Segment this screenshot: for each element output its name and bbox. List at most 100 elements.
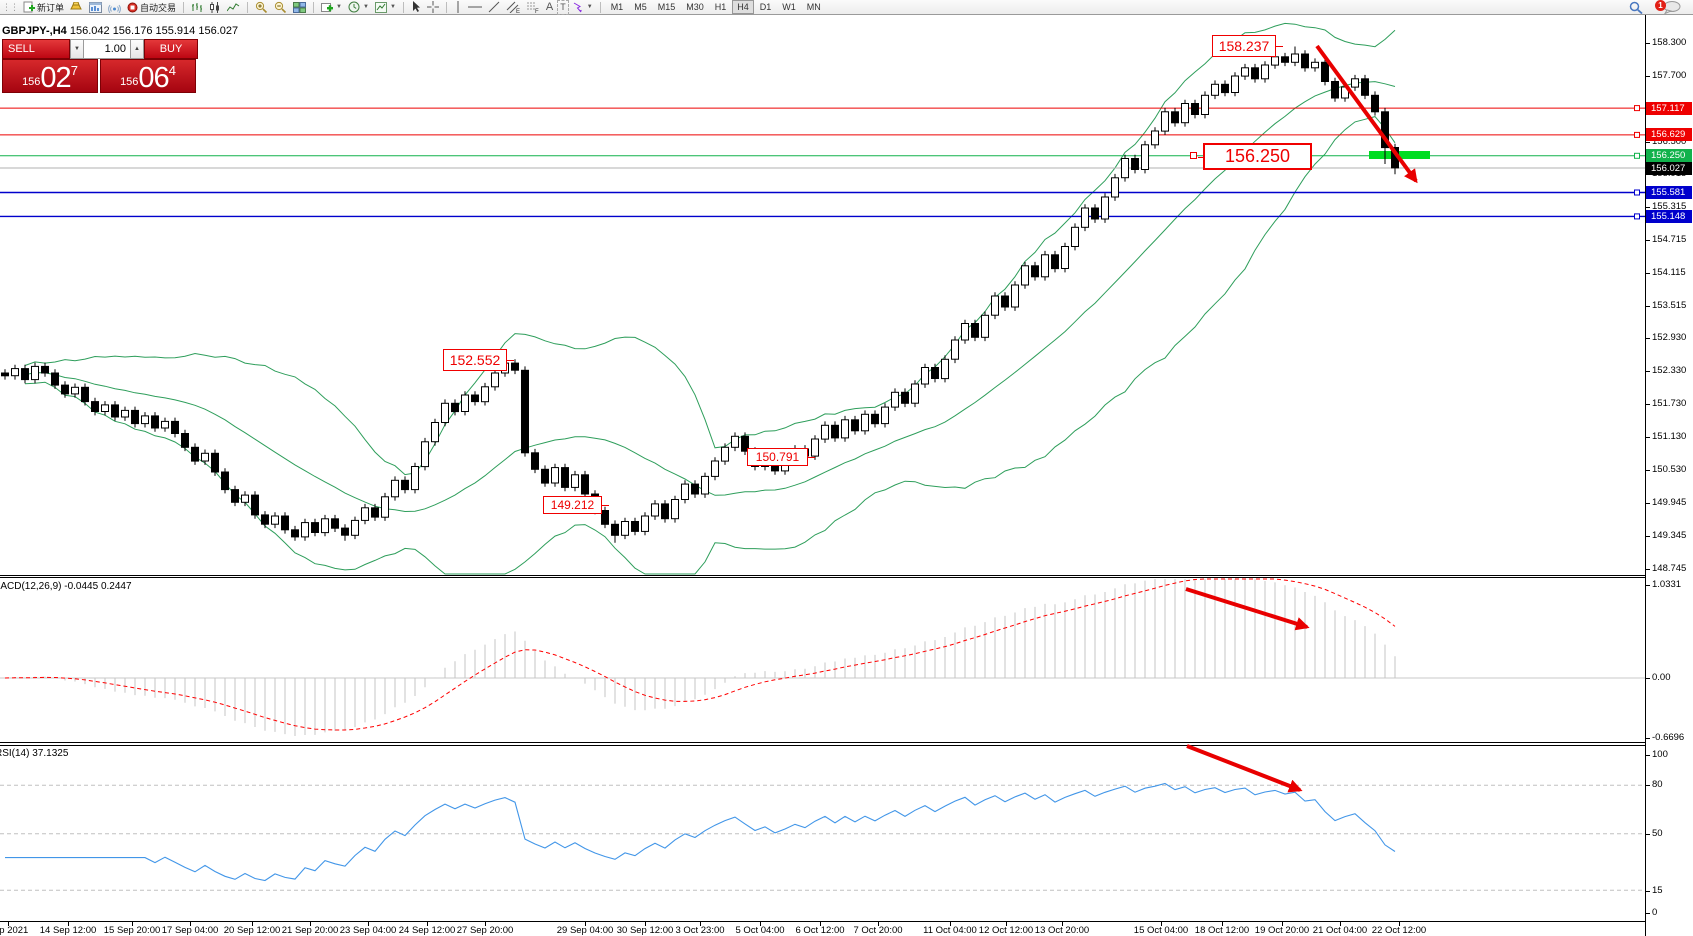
price-chip-156.027[interactable]: 156.027 — [1646, 161, 1692, 175]
line-handle[interactable] — [1634, 131, 1640, 138]
price-chip-155.581[interactable]: 155.581 — [1646, 186, 1692, 200]
toolbar-grip[interactable]: ⋮⋮ — [2, 1, 19, 12]
tile-windows-icon — [293, 1, 307, 13]
macd-tick-1.0331: 1.0331 — [1646, 579, 1692, 591]
timeframe-mn[interactable]: MN — [806, 2, 821, 12]
date-tick — [485, 922, 486, 926]
price-chip-155.148[interactable]: 155.148 — [1646, 209, 1692, 223]
macd-trend-arrow[interactable] — [1185, 587, 1310, 631]
date-label: 3 Oct 23:00 — [675, 925, 725, 936]
volume-increase-button[interactable]: ▲ — [130, 39, 144, 59]
price-annotation-149.212[interactable]: 149.212 — [543, 496, 609, 514]
date-label: 12 Oct 12:00 — [978, 925, 1034, 936]
timeframe-m1[interactable]: M1 — [610, 2, 624, 12]
price-axis[interactable]: 158.300157.700156.500155.915155.315154.7… — [1645, 15, 1693, 936]
timeframe-h4[interactable]: H4 — [732, 0, 754, 14]
date-tick — [368, 922, 369, 926]
equidistant-channel-button[interactable]: E — [504, 1, 522, 14]
volume-input[interactable] — [84, 39, 130, 59]
chevron-down-icon: ▼ — [362, 4, 369, 10]
timeframe-m30[interactable]: M30 — [686, 2, 704, 12]
date-label: 18 Oct 12:00 — [1194, 925, 1250, 936]
line-handle[interactable] — [1634, 152, 1640, 159]
macd-pane[interactable] — [0, 577, 1645, 743]
date-label: 24 Sep 12:00 — [398, 925, 456, 936]
templates-button[interactable]: ▼ — [373, 1, 398, 14]
timeframe-w1[interactable]: W1 — [782, 2, 796, 12]
line-chart-icon — [227, 2, 240, 11]
fibonacci-button[interactable]: F — [524, 1, 542, 14]
price-chip-156.629[interactable]: 156.629 — [1646, 128, 1692, 142]
green-highlight-bar[interactable] — [1369, 151, 1430, 159]
zoom-out-button[interactable] — [272, 1, 289, 14]
price-annotation-156.250[interactable]: 156.250 — [1198, 143, 1312, 170]
chat-button[interactable]: 1 — [1655, 0, 1683, 14]
timeframe-d1[interactable]: D1 — [759, 2, 772, 12]
zoom-out-icon — [274, 1, 287, 13]
main-trend-arrow[interactable] — [1315, 44, 1418, 184]
candlestick-chart-button[interactable] — [207, 1, 223, 14]
timeframe-h1[interactable]: H1 — [714, 2, 727, 12]
search-icon — [1629, 1, 1643, 14]
rsi-trend-arrow[interactable] — [1186, 744, 1303, 793]
date-tick — [252, 922, 253, 926]
indicators-button[interactable]: ▼ — [319, 1, 344, 14]
main-chart[interactable] — [0, 15, 1645, 577]
timeframe-m15[interactable]: M15 — [657, 2, 676, 12]
new-order-label: 新订单 — [37, 2, 65, 13]
tile-windows-button[interactable] — [291, 1, 308, 14]
shapes-button[interactable]: ▼ — [571, 1, 595, 14]
date-label: 27 Sep 20:00 — [456, 925, 514, 936]
line-handle[interactable] — [1634, 189, 1640, 196]
gold-button[interactable] — [68, 1, 85, 14]
toolbar-separator — [402, 1, 404, 13]
bid-price[interactable]: 156 02 7 — [2, 59, 98, 93]
sell-button[interactable]: SELL — [2, 39, 70, 59]
line-chart-button[interactable] — [225, 1, 242, 14]
search-button[interactable] — [1627, 1, 1645, 14]
autotrade-button[interactable]: 自动交易 — [125, 1, 178, 14]
new-order-button[interactable]: 新订单 — [21, 1, 66, 14]
charts-button[interactable] — [87, 1, 104, 14]
timeframe-m5[interactable]: M5 — [634, 2, 647, 12]
ask-price[interactable]: 156 06 4 — [100, 59, 196, 93]
vertical-line-button[interactable] — [452, 1, 464, 14]
toolbar-separator — [599, 1, 601, 13]
date-tick — [1006, 922, 1007, 926]
zoom-in-button[interactable] — [253, 1, 270, 14]
signal-button[interactable] — [106, 1, 123, 14]
indicators-icon — [321, 2, 334, 12]
trendline-button[interactable] — [486, 1, 502, 14]
date-tick — [645, 922, 646, 926]
line-handle[interactable] — [1634, 105, 1640, 112]
text-label-button[interactable]: T — [557, 0, 569, 15]
volume-decrease-button[interactable]: ▼ — [70, 39, 84, 59]
trendline-icon — [488, 1, 500, 13]
cursor-button[interactable] — [409, 1, 423, 14]
buy-button[interactable]: BUY — [144, 39, 198, 59]
macd-histogram — [14, 579, 1396, 736]
horizontal-line-button[interactable] — [466, 1, 484, 14]
date-label: 11 Oct 04:00 — [923, 925, 977, 936]
price-chip-156.250[interactable]: 156.250 — [1646, 149, 1692, 163]
periods-button[interactable]: ▼ — [346, 1, 371, 14]
date-tick — [1062, 922, 1063, 926]
bar-chart-button[interactable] — [189, 1, 205, 14]
shapes-icon — [573, 2, 582, 12]
price-tick-152.930: 152.930 — [1646, 332, 1692, 344]
date-label: Sep 2021 — [0, 925, 29, 936]
rsi-pane[interactable] — [0, 743, 1645, 922]
rsi-current-value: 37.1325 — [32, 748, 69, 759]
price-chip-157.117[interactable]: 157.117 — [1646, 101, 1692, 115]
crosshair-button[interactable] — [425, 1, 441, 14]
price-annotation-150.791[interactable]: 150.791 — [747, 448, 815, 466]
price-annotation-158.237[interactable]: 158.237 — [1212, 35, 1283, 57]
price-tick-156.500: 156.500 — [1646, 136, 1692, 148]
price-tick-148.745: 148.745 — [1646, 563, 1692, 575]
annotation-anchor[interactable] — [1190, 151, 1197, 159]
price-annotation-152.552[interactable]: 152.552 — [443, 349, 514, 371]
text-button[interactable]: A — [545, 1, 554, 13]
macd-main-value: -0.0445 — [64, 581, 99, 592]
line-handle[interactable] — [1634, 213, 1640, 220]
